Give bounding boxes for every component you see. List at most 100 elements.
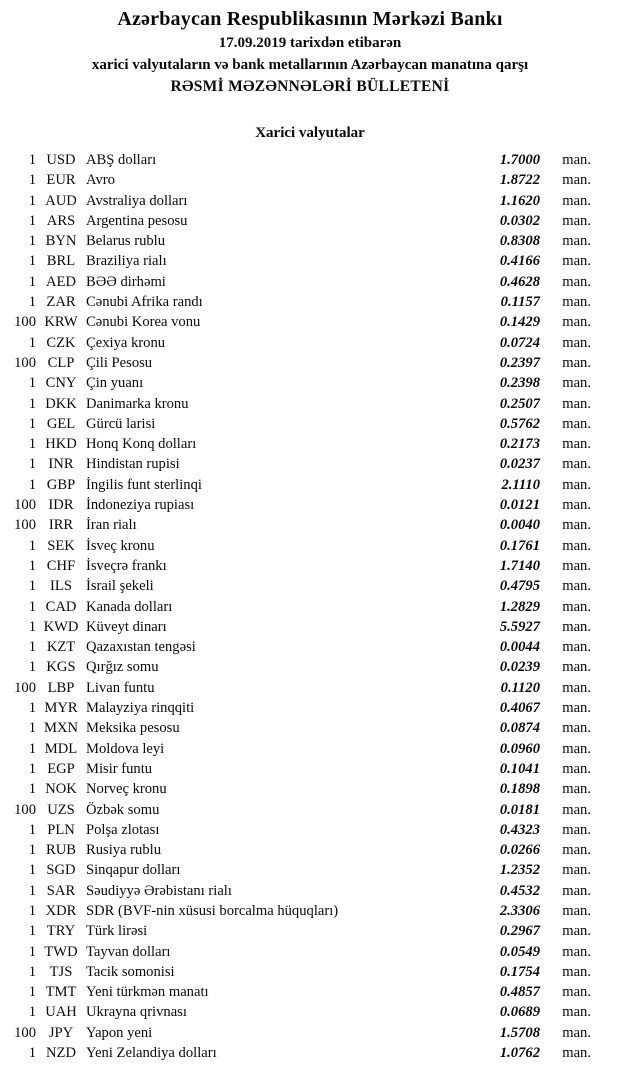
- rate-unit: man.: [562, 740, 591, 757]
- rate-value: 0.0040: [499, 517, 540, 534]
- quantity: 1: [28, 578, 36, 595]
- rate-unit: man.: [562, 375, 591, 392]
- currency-code: BYN: [45, 233, 77, 250]
- table-row: 1 RUB Rusiya rublu 0.0266 man.: [0, 842, 620, 862]
- quantity: 1: [28, 720, 36, 737]
- currency-name: Honq Konq dolları: [86, 436, 197, 453]
- currency-code: SGD: [46, 862, 76, 879]
- rate-value: 5.5927: [499, 618, 540, 635]
- table-row: 1 ZAR Cənubi Afrika randı 0.1157 man.: [0, 294, 620, 314]
- table-row: 1 MYR Malayziya rinqqiti 0.4067 man.: [0, 700, 620, 720]
- currency-name: Yeni Zelandiya dolları: [86, 1045, 217, 1062]
- rate-unit: man.: [562, 1004, 591, 1021]
- rate-value: 1.2829: [499, 598, 540, 615]
- table-row: 1 NZD Yeni Zelandiya dolları 1.0762 man.: [0, 1045, 620, 1065]
- quantity: 1: [28, 963, 36, 980]
- table-row: 100 CLP Çili Pesosu 0.2397 man.: [0, 355, 620, 375]
- currency-code: INR: [48, 456, 74, 473]
- rate-unit: man.: [562, 537, 591, 554]
- currency-code: UAH: [45, 1004, 77, 1021]
- rate-unit: man.: [562, 172, 591, 189]
- currency-code: IDR: [48, 497, 74, 514]
- currency-name: İran rialı: [86, 517, 137, 534]
- quantity: 1: [28, 152, 36, 168]
- bulletin-header: Azərbaycan Respublikasının Mərkəzi Bankı…: [0, 6, 620, 144]
- table-row: 100 LBP Livan funtu 0.1120 man.: [0, 680, 620, 700]
- rate-value: 1.7140: [499, 557, 540, 574]
- currency-name: Malayziya rinqqiti: [86, 700, 195, 717]
- currency-code: CNY: [45, 375, 77, 392]
- currency-name: ABŞ dolları: [86, 152, 157, 168]
- quantity: 1: [28, 212, 36, 229]
- currency-name: Özbək somu: [86, 801, 160, 818]
- table-row: 1 TJS Tacik somonisi 0.1754 man.: [0, 964, 620, 984]
- table-row: 100 UZS Özbək somu 0.0181 man.: [0, 802, 620, 822]
- rate-value: 0.0044: [499, 639, 540, 656]
- currency-name: Tacik somonisi: [86, 963, 175, 980]
- rate-unit: man.: [562, 517, 591, 534]
- rate-value: 0.0960: [499, 740, 540, 757]
- rate-unit: man.: [562, 963, 591, 980]
- rate-unit: man.: [562, 578, 591, 595]
- currency-name: İsveçrə frankı: [86, 557, 167, 574]
- currency-code: TMT: [45, 984, 77, 1001]
- currency-name: Sinqapur dolları: [86, 862, 181, 879]
- table-row: 1 HKD Honq Konq dolları 0.2173 man.: [0, 436, 620, 456]
- currency-name: Cənubi Korea vonu: [86, 314, 201, 331]
- quantity: 1: [28, 659, 36, 676]
- table-row: 1 BRL Braziliya rialı 0.4166 man.: [0, 253, 620, 273]
- rate-value: 0.1120: [500, 679, 540, 696]
- table-row: 1 CZK Çexiya kronu 0.0724 man.: [0, 335, 620, 355]
- quantity: 1: [28, 598, 36, 615]
- quantity: 1: [28, 1045, 36, 1062]
- currency-code: EUR: [46, 172, 76, 189]
- currency-name: İngilis funt sterlinqi: [86, 476, 202, 493]
- quantity: 1: [28, 415, 36, 432]
- table-row: 1 BYN Belarus rublu 0.8308 man.: [0, 233, 620, 253]
- table-row: 100 IRR İran rialı 0.0040 man.: [0, 517, 620, 537]
- rate-value: 1.2352: [499, 862, 540, 879]
- table-row: 1 DKK Danimarka kronu 0.2507 man.: [0, 396, 620, 416]
- quantity: 1: [28, 760, 36, 777]
- rate-unit: man.: [562, 233, 591, 250]
- rate-unit: man.: [562, 192, 591, 209]
- rate-unit: man.: [562, 598, 591, 615]
- rate-value: 0.2173: [499, 436, 540, 453]
- rate-value: 0.2967: [499, 923, 540, 940]
- rates-table: 1 USD ABŞ dolları 1.7000 man. 1 EUR Avro…: [0, 152, 620, 1065]
- quantity: 1: [28, 557, 36, 574]
- currency-name: Belarus rublu: [86, 233, 166, 250]
- quantity: 1: [28, 395, 36, 412]
- rate-unit: man.: [562, 943, 591, 960]
- currency-code: KZT: [46, 639, 76, 656]
- currency-name: Hindistan rupisi: [86, 456, 180, 473]
- quantity: 1: [28, 436, 36, 453]
- rate-value: 0.0874: [499, 720, 540, 737]
- rate-unit: man.: [562, 395, 591, 412]
- quantity: 1: [28, 862, 36, 879]
- currency-code: BRL: [46, 253, 76, 270]
- rate-unit: man.: [562, 923, 591, 940]
- table-row: 1 SEK İsveç kronu 0.1761 man.: [0, 538, 620, 558]
- quantity: 1: [28, 984, 36, 1001]
- table-row: 1 CNY Çin yuanı 0.2398 man.: [0, 375, 620, 395]
- currency-name: Ukrayna qrivnası: [86, 1004, 187, 1021]
- currency-name: Meksika pesosu: [86, 720, 180, 737]
- quantity: 1: [28, 700, 36, 717]
- table-row: 1 GEL Gürcü larisi 0.5762 man.: [0, 416, 620, 436]
- table-row: 1 NOK Norveç kronu 0.1898 man.: [0, 781, 620, 801]
- table-row: 100 JPY Yapon yeni 1.5708 man.: [0, 1025, 620, 1045]
- rate-value: 1.0762: [499, 1045, 540, 1062]
- quantity: 1: [28, 192, 36, 209]
- currency-name: Çin yuanı: [86, 375, 144, 392]
- currency-name: Çili Pesosu: [86, 354, 153, 371]
- rate-value: 0.4323: [499, 821, 540, 838]
- currency-name: Küveyt dinarı: [86, 618, 167, 635]
- currency-name: Livan funtu: [86, 679, 155, 696]
- quantity: 1: [28, 1004, 36, 1021]
- rate-value: 0.8308: [499, 233, 540, 250]
- currency-name: Misir funtu: [86, 760, 153, 777]
- quantity: 1: [28, 476, 36, 493]
- currency-code: TWD: [44, 943, 78, 960]
